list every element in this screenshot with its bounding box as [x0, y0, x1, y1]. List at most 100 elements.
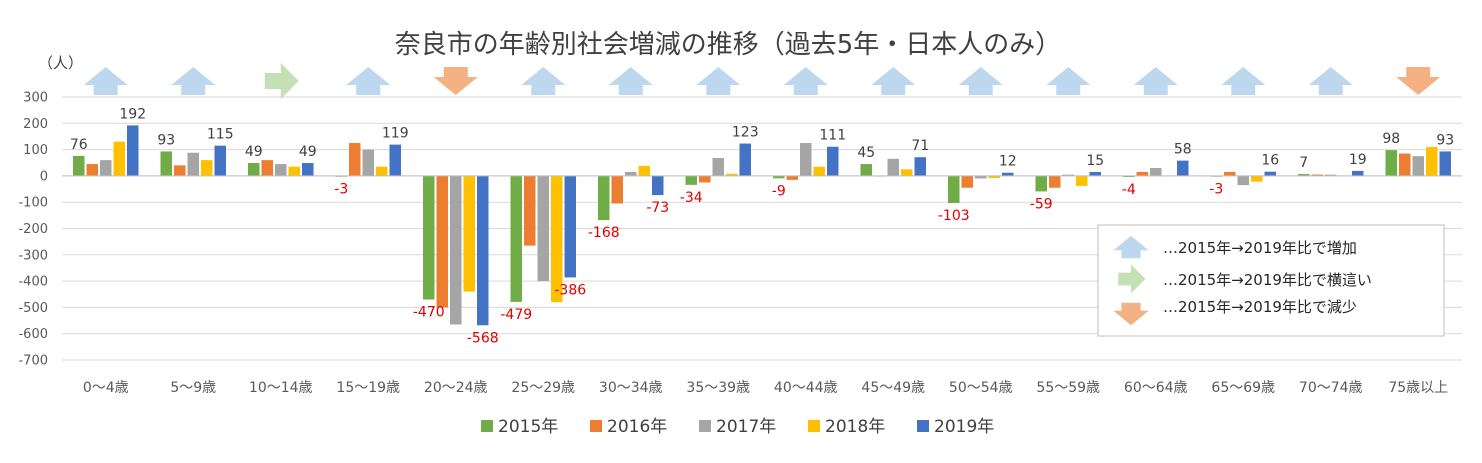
bar-2017年-10～14歳 [275, 164, 287, 176]
data-label: 7 [1299, 155, 1308, 171]
bar-2017年-65～69歳 [1237, 175, 1249, 186]
bar-2019年-40～44歳 [827, 146, 839, 176]
x-tick-label: 40～44歳 [774, 380, 838, 396]
legend-swatch [590, 420, 602, 432]
legend-swatch [917, 420, 929, 432]
up-arrow-icon [958, 67, 1003, 95]
x-tick-label: 35～39歳 [686, 380, 750, 396]
x-tick-label: 75歳以上 [1388, 380, 1448, 396]
data-label: 15 [1086, 153, 1104, 169]
data-label: -34 [680, 190, 703, 206]
legend-swatch [699, 420, 711, 432]
y-tick-label: 100 [23, 143, 48, 158]
y-tick-label: -100 [18, 196, 48, 211]
up-arrow-icon [608, 67, 653, 95]
bar-2017年-55～59歳 [1062, 174, 1074, 176]
x-tick-label: 10～14歳 [249, 380, 313, 396]
data-label: 76 [70, 137, 88, 153]
bar-2017年-30～34歳 [625, 171, 637, 176]
data-label: 49 [299, 144, 317, 160]
x-tick-label: 50～54歳 [949, 380, 1013, 396]
data-label: 12 [999, 154, 1017, 170]
bar-2015年-75歳以上 [1385, 150, 1397, 176]
x-tick-label: 30～34歳 [599, 380, 663, 396]
bar-2019年-5～9歳 [214, 145, 226, 176]
bar-2015年-40～44歳 [773, 175, 785, 179]
arrow-key-text: …2015年→2019年比で増加 [1163, 239, 1357, 257]
bar-2018年-40～44歳 [813, 166, 825, 176]
chart-title: 奈良市の年齢別社会増減の推移（過去5年・日本人のみ） [395, 30, 1062, 60]
arrow-key-text: …2015年→2019年比で横這い [1163, 271, 1372, 289]
bar-2017年-45～49歳 [887, 158, 899, 176]
bar-2016年-60～64歳 [1136, 171, 1148, 176]
bar-2016年-20～24歳 [436, 175, 448, 308]
legend-label: 2017年 [716, 417, 776, 437]
data-label: 115 [207, 127, 234, 143]
y-tick-label: 300 [23, 91, 48, 106]
legend-label: 2016年 [607, 417, 667, 437]
bar-2019年-45～49歳 [914, 157, 926, 176]
arrow-key-box: …2015年→2019年比で増加 …2015年→2019年比で横這い …2015年→… [1097, 224, 1445, 337]
data-label: -479 [500, 307, 532, 323]
arrow-key-frame [1097, 224, 1445, 337]
bar-2018年-0～4歳 [113, 141, 125, 176]
up-arrow-icon [783, 67, 828, 95]
bar-2016年-40～44歳 [786, 175, 798, 180]
trend-arrows [83, 63, 1441, 99]
up-arrow-icon [1221, 67, 1266, 95]
data-label: -59 [1030, 196, 1053, 212]
y-tick-label: -600 [18, 327, 48, 342]
bar-2019年-60～64歳 [1177, 160, 1189, 176]
x-tick-label: 0～4歳 [83, 380, 129, 396]
data-label: 93 [1436, 132, 1454, 148]
bar-2016年-35～39歳 [699, 175, 711, 183]
bar-2019年-30～34歳 [652, 175, 664, 196]
data-label: 45 [857, 145, 875, 161]
bar-2015年-35～39歳 [685, 175, 697, 185]
bar-2018年-45～49歳 [901, 169, 913, 176]
bars [73, 125, 1451, 326]
bar-2015年-50～54歳 [948, 175, 960, 203]
up-arrow-icon [83, 67, 128, 95]
bar-2016年-70～74歳 [1311, 174, 1323, 176]
data-label: 16 [1261, 153, 1279, 169]
legend-swatch [481, 420, 493, 432]
bar-2017年-20～24歳 [450, 175, 462, 325]
bar-2016年-5～9歳 [174, 165, 186, 176]
x-tick-label: 60～64歳 [1124, 380, 1188, 396]
bar-2018年-25～29歳 [551, 175, 563, 303]
legend: 2015年 2016年 2017年 2018年 2019年 [481, 417, 994, 437]
bar-2016年-30～34歳 [611, 175, 623, 204]
data-label: 58 [1174, 142, 1192, 158]
up-arrow-icon [1046, 67, 1091, 95]
x-tick-label: 25～29歳 [511, 380, 575, 396]
bar-2019年-75歳以上 [1439, 151, 1451, 176]
bar-2015年-25～29歳 [510, 175, 522, 302]
data-label: -3 [334, 182, 348, 198]
bar-2019年-0～4歳 [127, 125, 139, 176]
bar-2015年-5～9歳 [160, 151, 172, 176]
y-tick-label: -200 [18, 222, 48, 237]
bar-2017年-60～64歳 [1150, 168, 1162, 176]
data-label: 49 [245, 144, 263, 160]
bar-2016年-50～54歳 [961, 175, 973, 188]
data-label: -9 [772, 183, 786, 199]
up-arrow-icon [871, 67, 916, 95]
y-tick-label: -300 [18, 248, 48, 263]
data-label: 119 [382, 126, 409, 142]
bar-2018年-20～24歳 [463, 175, 475, 292]
flat-arrow-icon [1118, 264, 1146, 294]
bar-2019年-70～74歳 [1352, 170, 1364, 176]
legend-label: 2015年 [498, 417, 558, 437]
bar-2017年-0～4歳 [100, 160, 112, 176]
bar-2018年-65～69歳 [1251, 175, 1263, 182]
x-tick-label: 5～9歳 [170, 380, 216, 396]
x-tick-label: 20～24歳 [424, 380, 488, 396]
y-axis-label: （人） [38, 54, 83, 72]
legend-label: 2018年 [825, 417, 885, 437]
bar-2016年-65～69歳 [1224, 171, 1236, 176]
bar-2017年-70～74歳 [1325, 174, 1337, 176]
legend-label: 2019年 [934, 417, 994, 437]
flat-arrow-icon [264, 63, 299, 99]
bar-2017年-5～9歳 [187, 152, 199, 176]
